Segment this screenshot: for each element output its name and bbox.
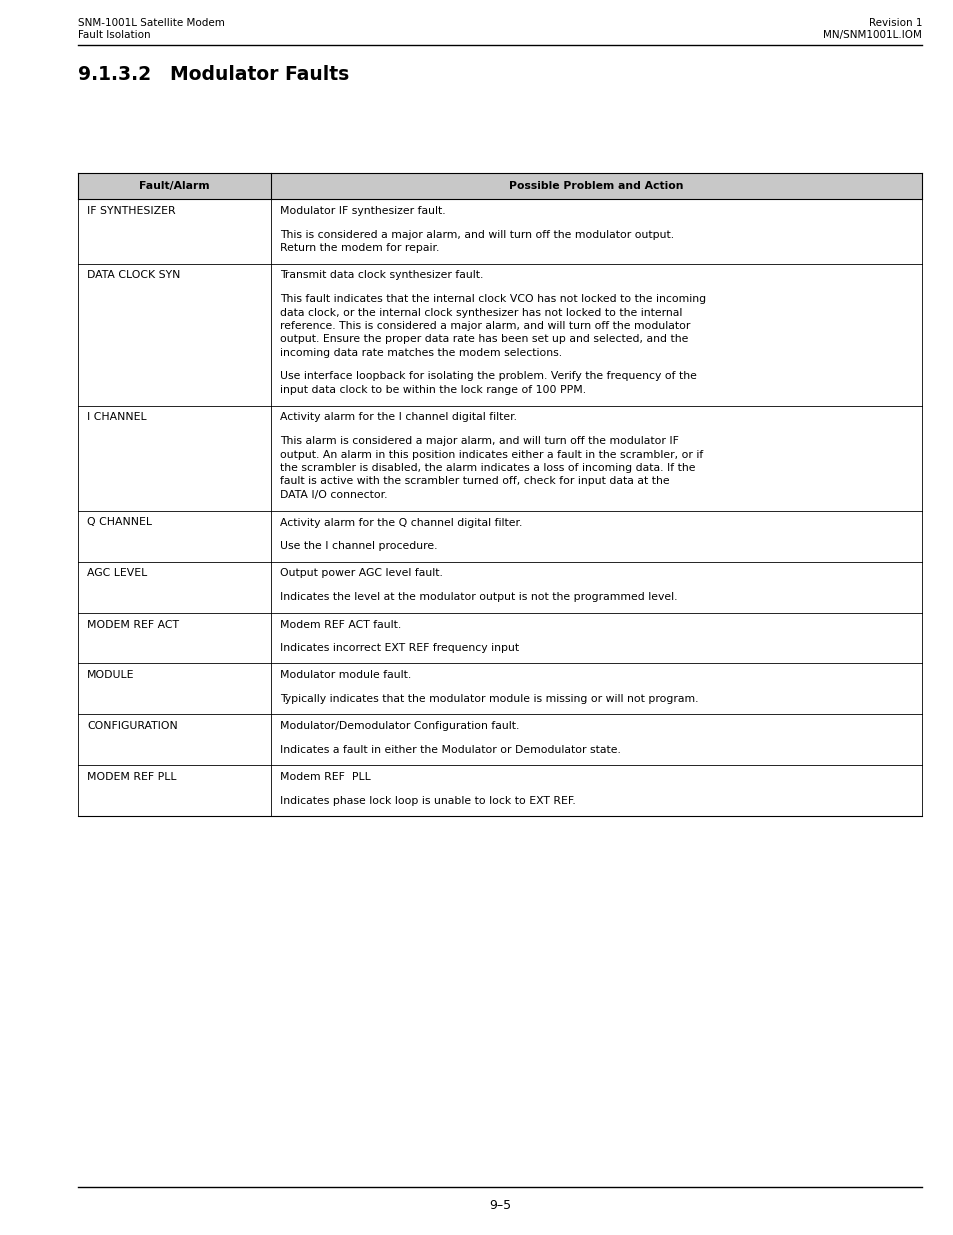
Text: MODEM REF PLL: MODEM REF PLL bbox=[87, 773, 176, 783]
Text: the scrambler is disabled, the alarm indicates a loss of incoming data. If the: the scrambler is disabled, the alarm ind… bbox=[280, 463, 695, 473]
Text: I CHANNEL: I CHANNEL bbox=[87, 412, 147, 422]
Bar bbox=[78, 173, 921, 199]
Text: CONFIGURATION: CONFIGURATION bbox=[87, 721, 177, 731]
Text: Modulator IF synthesizer fault.: Modulator IF synthesizer fault. bbox=[280, 206, 445, 216]
Text: Use the I channel procedure.: Use the I channel procedure. bbox=[280, 541, 437, 551]
Text: Fault Isolation: Fault Isolation bbox=[78, 30, 151, 40]
Text: AGC LEVEL: AGC LEVEL bbox=[87, 568, 147, 578]
Text: MN/SNM1001L.IOM: MN/SNM1001L.IOM bbox=[822, 30, 921, 40]
Text: Transmit data clock synthesizer fault.: Transmit data clock synthesizer fault. bbox=[280, 270, 483, 280]
Text: reference. This is considered a major alarm, and will turn off the modulator: reference. This is considered a major al… bbox=[280, 321, 690, 331]
Text: Indicates the level at the modulator output is not the programmed level.: Indicates the level at the modulator out… bbox=[280, 592, 677, 601]
Text: 9–5: 9–5 bbox=[489, 1199, 511, 1212]
Text: DATA I/O connector.: DATA I/O connector. bbox=[280, 490, 387, 500]
Text: SNM-1001L Satellite Modem: SNM-1001L Satellite Modem bbox=[78, 19, 225, 28]
Text: Activity alarm for the I channel digital filter.: Activity alarm for the I channel digital… bbox=[280, 412, 517, 422]
Text: Revision 1: Revision 1 bbox=[867, 19, 921, 28]
Text: DATA CLOCK SYN: DATA CLOCK SYN bbox=[87, 270, 180, 280]
Text: Q CHANNEL: Q CHANNEL bbox=[87, 517, 152, 527]
Text: This is considered a major alarm, and will turn off the modulator output.: This is considered a major alarm, and wi… bbox=[280, 230, 674, 240]
Text: MODULE: MODULE bbox=[87, 671, 134, 680]
Text: input data clock to be within the lock range of 100 PPM.: input data clock to be within the lock r… bbox=[280, 385, 585, 395]
Text: MODEM REF ACT: MODEM REF ACT bbox=[87, 620, 179, 630]
Text: Modulator module fault.: Modulator module fault. bbox=[280, 671, 411, 680]
Text: Return the modem for repair.: Return the modem for repair. bbox=[280, 243, 439, 253]
Text: Indicates a fault in either the Modulator or Demodulator state.: Indicates a fault in either the Modulato… bbox=[280, 745, 620, 755]
Text: Modulator Faults: Modulator Faults bbox=[170, 65, 349, 84]
Text: data clock, or the internal clock synthesizer has not locked to the internal: data clock, or the internal clock synthe… bbox=[280, 308, 681, 317]
Text: output. An alarm in this position indicates either a fault in the scrambler, or : output. An alarm in this position indica… bbox=[280, 450, 702, 459]
Text: Output power AGC level fault.: Output power AGC level fault. bbox=[280, 568, 442, 578]
Text: incoming data rate matches the modem selections.: incoming data rate matches the modem sel… bbox=[280, 348, 561, 358]
Text: Fault/Alarm: Fault/Alarm bbox=[139, 182, 210, 191]
Text: Indicates incorrect EXT REF frequency input: Indicates incorrect EXT REF frequency in… bbox=[280, 643, 518, 653]
Text: Indicates phase lock loop is unable to lock to EXT REF.: Indicates phase lock loop is unable to l… bbox=[280, 797, 576, 806]
Text: Activity alarm for the Q channel digital filter.: Activity alarm for the Q channel digital… bbox=[280, 517, 522, 527]
Text: Use interface loopback for isolating the problem. Verify the frequency of the: Use interface loopback for isolating the… bbox=[280, 372, 696, 382]
Text: Modulator/Demodulator Configuration fault.: Modulator/Demodulator Configuration faul… bbox=[280, 721, 518, 731]
Text: This alarm is considered a major alarm, and will turn off the modulator IF: This alarm is considered a major alarm, … bbox=[280, 436, 679, 446]
Text: output. Ensure the proper data rate has been set up and selected, and the: output. Ensure the proper data rate has … bbox=[280, 335, 688, 345]
Text: 9.1.3.2: 9.1.3.2 bbox=[78, 65, 151, 84]
Text: Possible Problem and Action: Possible Problem and Action bbox=[509, 182, 683, 191]
Text: Modem REF  PLL: Modem REF PLL bbox=[280, 773, 371, 783]
Text: fault is active with the scrambler turned off, check for input data at the: fault is active with the scrambler turne… bbox=[280, 477, 669, 487]
Text: This fault indicates that the internal clock VCO has not locked to the incoming: This fault indicates that the internal c… bbox=[280, 294, 705, 304]
Text: Typically indicates that the modulator module is missing or will not program.: Typically indicates that the modulator m… bbox=[280, 694, 698, 704]
Text: Modem REF ACT fault.: Modem REF ACT fault. bbox=[280, 620, 401, 630]
Text: IF SYNTHESIZER: IF SYNTHESIZER bbox=[87, 206, 175, 216]
